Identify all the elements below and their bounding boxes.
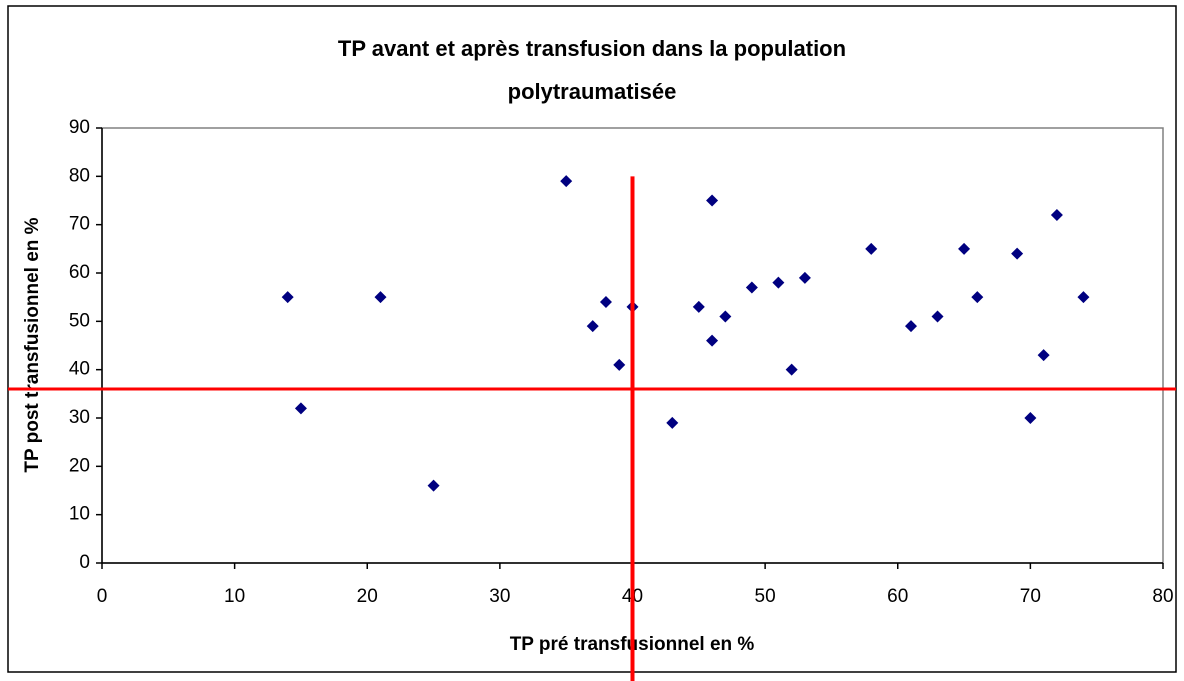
data-point [706,194,719,207]
x-tick-label: 20 [357,586,378,607]
data-point [719,310,732,323]
chart-border [7,5,1177,673]
data-point [971,291,984,304]
chart-title: polytraumatisée [508,79,677,104]
data-point [706,334,719,347]
data-point [931,310,944,323]
data-point [599,296,612,308]
data-point [772,276,785,289]
y-tick-label: 0 [79,552,90,573]
x-tick-label: 50 [755,586,776,607]
data-point [1011,247,1024,260]
data-point [666,416,679,429]
data-point [281,291,294,304]
data-point [745,281,758,294]
data-point [427,479,440,492]
chart-title: TP avant et après transfusion dans la po… [338,36,846,61]
data-point [560,175,573,188]
x-tick-label: 0 [97,586,108,607]
data-point [958,242,971,255]
data-point [374,291,387,304]
data-point [1077,291,1090,304]
x-tick-label: 70 [1020,586,1041,607]
y-tick-label: 80 [69,165,90,186]
data-point [865,242,878,255]
data-point [905,320,918,333]
data-point [613,358,626,371]
y-tick-label: 70 [69,214,90,235]
data-point [798,271,811,284]
y-tick-label: 30 [69,407,90,428]
x-tick-label: 80 [1152,586,1173,607]
y-tick-label: 60 [69,262,90,283]
data-point [1037,349,1050,362]
data-point [692,300,705,313]
data-point [1024,412,1037,424]
y-tick-label: 90 [69,117,90,138]
data-point [294,402,307,415]
y-tick-label: 10 [69,504,90,525]
y-axis-label: TP post transfusionnel en % [22,217,43,472]
y-tick-label: 20 [69,455,90,476]
data-point [785,363,798,376]
data-point [1050,209,1063,221]
x-tick-label: 30 [489,586,510,607]
x-tick-label: 10 [224,586,245,607]
y-tick-label: 40 [69,359,90,380]
y-tick-label: 50 [69,310,90,331]
x-tick-label: 60 [887,586,908,607]
data-point [586,320,599,333]
